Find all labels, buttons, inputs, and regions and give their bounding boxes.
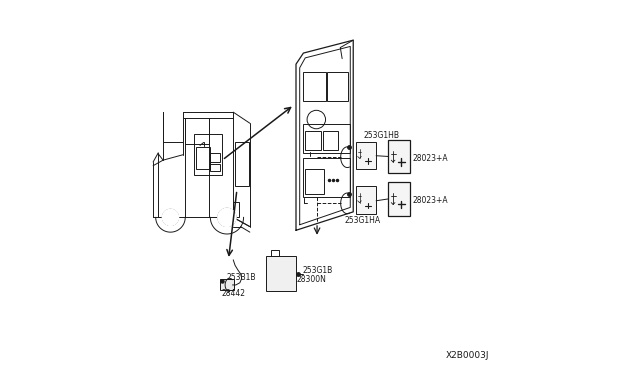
- Bar: [235, 142, 249, 186]
- Bar: [211, 153, 220, 162]
- Text: 253G1HA: 253G1HA: [345, 216, 381, 225]
- Bar: [388, 182, 410, 215]
- Bar: [388, 140, 410, 173]
- Text: 253G1B: 253G1B: [303, 266, 333, 275]
- Bar: [303, 124, 349, 153]
- Bar: [323, 131, 338, 150]
- Bar: [303, 158, 349, 197]
- Bar: [271, 250, 279, 256]
- Circle shape: [218, 208, 236, 227]
- Bar: [211, 164, 220, 171]
- Bar: [303, 71, 326, 101]
- Text: 253B1B: 253B1B: [227, 273, 256, 282]
- Bar: [266, 256, 296, 291]
- Bar: [356, 186, 376, 214]
- Bar: [305, 169, 324, 194]
- Bar: [220, 279, 234, 290]
- Text: 28442: 28442: [221, 289, 245, 298]
- Text: X2B0003J: X2B0003J: [445, 351, 489, 360]
- Bar: [328, 71, 348, 101]
- Bar: [356, 142, 376, 169]
- Text: 253G1HB: 253G1HB: [364, 131, 399, 140]
- Bar: [196, 147, 210, 169]
- Text: 28300N: 28300N: [297, 275, 326, 283]
- Text: 28023+A: 28023+A: [412, 196, 448, 205]
- Circle shape: [163, 209, 179, 225]
- Text: 28023+A: 28023+A: [412, 154, 448, 163]
- Bar: [233, 202, 239, 217]
- Bar: [195, 134, 222, 175]
- Bar: [305, 131, 321, 150]
